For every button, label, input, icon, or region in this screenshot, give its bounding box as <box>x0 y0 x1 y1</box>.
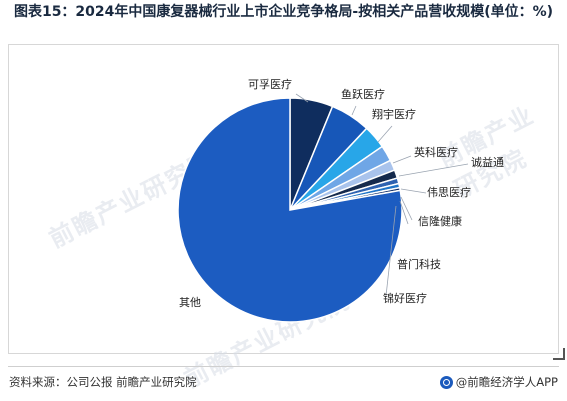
chart-title: 图表15：2024年中国康复器械行业上市企业竞争格局-按相关产品营收规模(单位：… <box>13 4 554 20</box>
slice-label: 其他 <box>179 296 201 309</box>
footer-divider <box>8 366 559 367</box>
leader-line <box>398 163 469 177</box>
leader-line <box>385 205 397 297</box>
leader-line <box>400 196 413 221</box>
brand-text: @前瞻经济学人APP <box>455 375 558 389</box>
brand-logo-icon <box>439 375 453 389</box>
slice-label: 信隆健康 <box>418 214 462 228</box>
slice-label: 诚益通 <box>471 155 504 169</box>
leader-line <box>399 200 409 225</box>
slice-label: 锦好医疗 <box>383 291 427 305</box>
slice-label: 英科医疗 <box>414 145 458 159</box>
brand-credit: @前瞻经济学人APP <box>439 374 558 390</box>
slice-label: 翔宇医疗 <box>372 107 416 121</box>
slice-label: 可孚医疗 <box>248 77 292 91</box>
leader-line <box>377 125 393 143</box>
slice-label: 伟思医疗 <box>427 185 471 199</box>
source-note: 资料来源：公司公报 前瞻产业研究院 <box>9 375 197 389</box>
chart-frame <box>8 44 559 354</box>
leader-line <box>392 155 412 164</box>
leader-line <box>400 188 427 194</box>
leader-line <box>295 93 309 103</box>
slice-label: 鱼跃医疗 <box>341 87 385 101</box>
leader-line <box>351 105 357 116</box>
slice-label: 普门科技 <box>397 257 441 271</box>
pie-slice-10 <box>177 97 403 323</box>
